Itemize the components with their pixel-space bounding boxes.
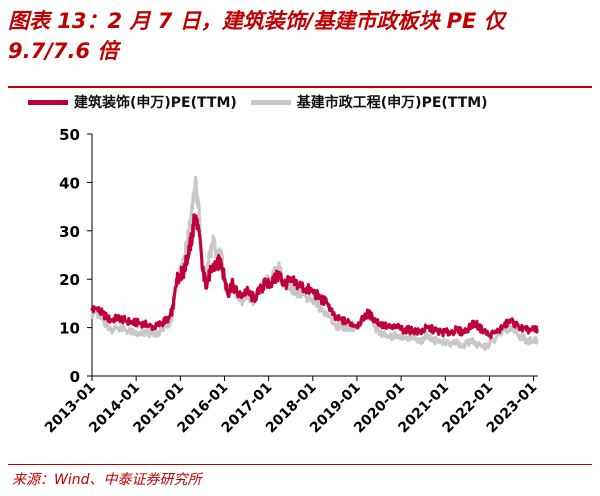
legend-label-construction: 建筑装饰(申万)PE(TTM) <box>74 95 237 111</box>
series-line-construction <box>90 213 539 340</box>
y-tick-label: 50 <box>59 126 80 144</box>
legend-label-infrastructure: 基建市政工程(申万)PE(TTM) <box>296 95 488 111</box>
legend-item-construction: 建筑装饰(申万)PE(TTM) <box>28 92 237 112</box>
title-divider <box>8 86 592 88</box>
legend-item-infrastructure: 基建市政工程(申万)PE(TTM) <box>250 92 488 112</box>
y-tick-label: 20 <box>59 271 80 289</box>
legend-swatch-infrastructure <box>250 99 291 105</box>
legend-swatch-construction <box>28 99 68 105</box>
footer-divider <box>8 464 592 465</box>
source-note: 来源：Wind、中泰证券研究所 <box>12 472 202 488</box>
y-tick-label: 40 <box>59 174 80 192</box>
y-tick-label: 30 <box>59 223 80 241</box>
y-tick-label: 10 <box>59 320 80 338</box>
chart-title: 图表 13：2 月 7 日，建筑装饰/基建市政板块 PE 仅 9.7/7.6 倍 <box>8 9 505 63</box>
pe-line-chart: 010203040502013-012014-012015-012016-012… <box>42 126 540 436</box>
y-tick-label: 0 <box>70 368 80 386</box>
chart-legend: 建筑装饰(申万)PE(TTM) 基建市政工程(申万)PE(TTM) <box>28 91 502 113</box>
